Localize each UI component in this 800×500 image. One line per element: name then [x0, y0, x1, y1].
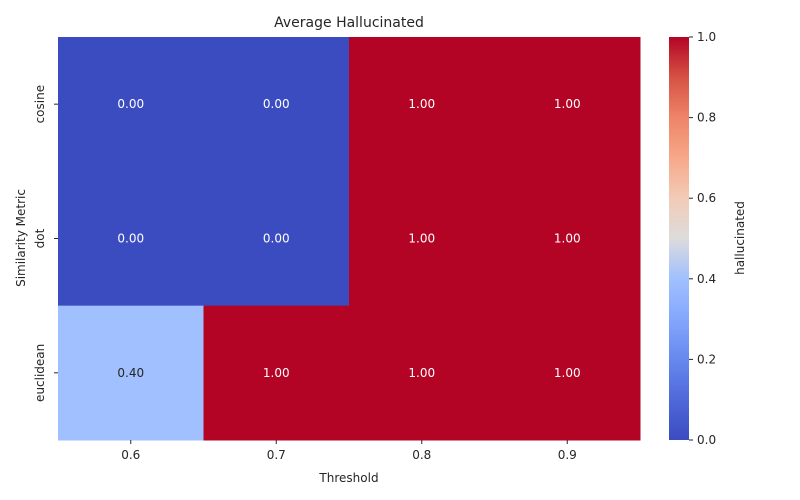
colorbar-label: hallucinated	[733, 201, 747, 275]
x-tick-label: 0.9	[558, 448, 577, 462]
x-axis-ticks: 0.6 0.7 0.8 0.9	[121, 440, 577, 462]
colorbar-tick-label: 0.8	[697, 111, 716, 125]
cell-value-label: 0.00	[263, 232, 290, 246]
cell-value-label: 1.00	[554, 232, 581, 246]
cell-value-label: 0.00	[117, 97, 144, 111]
y-tick-label: cosine	[33, 85, 47, 124]
cell-value-label: 0.00	[263, 97, 290, 111]
heatmap-cell	[494, 305, 641, 441]
cell-value-labels: 0.00 0.00 1.00 1.00 0.00 0.00 1.00 1.00 0.40 1.00…	[117, 97, 580, 380]
y-tick-label: dot	[33, 228, 47, 248]
colorbar-ticks: 0.0 0.2 0.4 0.6 0.8 1.0	[689, 30, 716, 447]
colorbar-tick-label: 0.0	[697, 433, 716, 447]
y-axis-ticks: cosine dot euclidean	[33, 85, 58, 402]
cell-value-label: 1.00	[408, 366, 435, 380]
cell-value-label: 1.00	[263, 366, 290, 380]
x-tick-label: 0.7	[267, 448, 286, 462]
colorbar	[669, 37, 689, 440]
cell-value-label: 1.00	[408, 232, 435, 246]
x-axis-title: Threshold	[318, 471, 378, 485]
colorbar-tick-label: 0.4	[697, 272, 716, 286]
heatmap-cell	[203, 171, 350, 307]
heatmap-cell	[203, 37, 350, 172]
heatmap-cells	[58, 37, 641, 441]
heatmap-cell	[494, 37, 641, 172]
colorbar-tick-label: 1.0	[697, 30, 716, 44]
heatmap-cell	[349, 37, 495, 172]
colorbar-tick-label: 0.6	[697, 191, 716, 205]
heatmap-cell	[58, 37, 204, 172]
heatmap-cell	[494, 171, 641, 307]
cell-value-label: 1.00	[554, 366, 581, 380]
colorbar-tick-label: 0.2	[697, 352, 716, 366]
heatmap-cell	[203, 305, 350, 441]
chart-title: Average Hallucinated	[274, 15, 424, 31]
cell-value-label: 1.00	[554, 97, 581, 111]
cell-value-label: 1.00	[408, 97, 435, 111]
y-axis-title: Similarity Metric	[14, 189, 28, 287]
x-tick-label: 0.8	[412, 448, 431, 462]
y-tick-label: euclidean	[33, 344, 47, 402]
cell-value-label: 0.00	[117, 232, 144, 246]
cell-value-label: 0.40	[117, 366, 144, 380]
heatmap-cell	[349, 305, 495, 441]
heatmap-cell	[349, 171, 495, 307]
heatmap-cell	[58, 305, 204, 441]
x-tick-label: 0.6	[121, 448, 140, 462]
heatmap-cell	[58, 171, 204, 307]
